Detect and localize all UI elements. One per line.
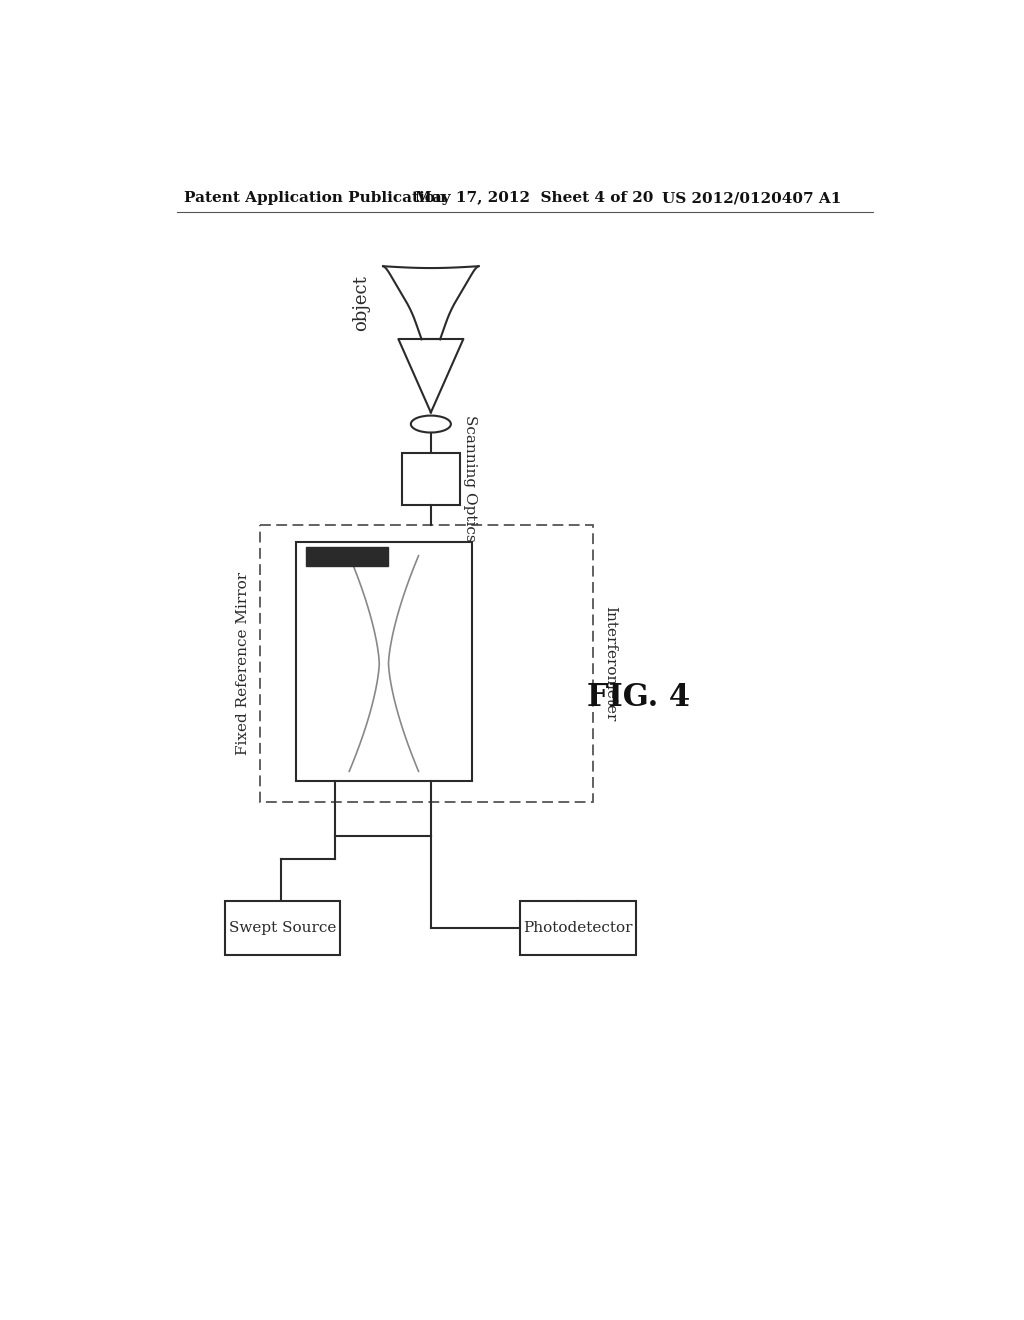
Text: Fixed Reference Mirror: Fixed Reference Mirror (236, 572, 250, 755)
Text: Interferometer: Interferometer (603, 606, 617, 721)
Text: US 2012/0120407 A1: US 2012/0120407 A1 (662, 191, 842, 206)
Bar (296, 543, 472, 780)
Text: Patent Application Publication: Patent Application Publication (184, 191, 446, 206)
Bar (401, 453, 460, 506)
Text: Photodetector: Photodetector (523, 921, 633, 936)
Bar (224, 902, 340, 956)
Text: Swept Source: Swept Source (228, 921, 336, 936)
Text: Scanning Optics: Scanning Optics (463, 416, 477, 543)
Bar (520, 902, 636, 956)
Bar (260, 525, 593, 803)
Text: May 17, 2012  Sheet 4 of 20: May 17, 2012 Sheet 4 of 20 (416, 191, 654, 206)
Ellipse shape (411, 416, 451, 433)
Bar (306, 548, 388, 566)
Text: FIG. 4: FIG. 4 (587, 682, 690, 713)
Text: object: object (352, 275, 371, 331)
